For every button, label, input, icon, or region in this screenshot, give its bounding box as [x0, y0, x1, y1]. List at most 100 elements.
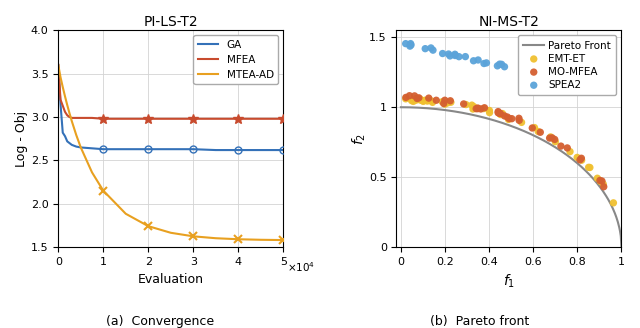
EMT-ET	[592, 175, 602, 181]
MO-MFEA	[495, 111, 505, 116]
SPEA2	[499, 64, 509, 69]
Title: PI-LS-T2: PI-LS-T2	[143, 15, 198, 29]
GA	[122, 147, 129, 151]
Y-axis label: Log - Obj: Log - Obj	[15, 111, 28, 167]
MTEA-AD	[167, 231, 175, 235]
GA	[63, 139, 71, 143]
Text: (b)  Pareto front: (b) Pareto front	[430, 315, 530, 328]
EMT-ET	[572, 155, 582, 160]
Text: (a)  Convergence: (a) Convergence	[106, 315, 214, 328]
MO-MFEA	[598, 184, 609, 189]
EMT-ET	[418, 99, 428, 104]
MFEA	[59, 104, 67, 108]
GA	[68, 143, 76, 147]
EMT-ET	[418, 98, 428, 104]
MFEA	[280, 117, 287, 121]
GA	[66, 141, 74, 145]
GA	[61, 134, 69, 138]
EMT-ET	[598, 181, 609, 187]
EMT-ET	[545, 134, 556, 139]
EMT-ET	[484, 110, 495, 115]
MFEA	[167, 117, 175, 121]
EMT-ET	[565, 149, 575, 154]
Line: Pareto Front: Pareto Front	[401, 107, 621, 247]
MO-MFEA	[493, 110, 503, 115]
GA	[167, 147, 175, 151]
MTEA-AD	[88, 171, 96, 174]
EMT-ET	[420, 98, 431, 103]
MFEA	[63, 113, 71, 117]
MFEA	[189, 117, 197, 121]
EMT-ET	[415, 96, 425, 102]
MO-MFEA	[473, 106, 483, 111]
MTEA-AD	[59, 85, 67, 89]
MTEA-AD	[57, 75, 65, 79]
EMT-ET	[415, 98, 426, 103]
MO-MFEA	[445, 98, 456, 103]
EMT-ET	[467, 103, 477, 108]
EMT-ET	[504, 117, 514, 122]
EMT-ET	[401, 96, 411, 101]
EMT-ET	[406, 98, 417, 103]
SPEA2	[406, 42, 416, 48]
MTEA-AD	[234, 237, 242, 241]
MO-MFEA	[550, 137, 560, 142]
GA	[57, 102, 65, 106]
MTEA-AD	[61, 94, 69, 98]
MO-MFEA	[495, 111, 506, 116]
MO-MFEA	[476, 106, 486, 112]
MTEA-AD	[99, 189, 107, 193]
SPEA2	[406, 41, 416, 46]
GA	[59, 131, 67, 135]
MTEA-AD	[72, 133, 80, 137]
SPEA2	[468, 58, 479, 63]
MO-MFEA	[458, 101, 468, 107]
GA	[99, 147, 107, 151]
GA	[257, 148, 264, 152]
MO-MFEA	[502, 114, 513, 120]
MFEA	[57, 98, 65, 102]
EMT-ET	[529, 125, 540, 130]
MO-MFEA	[545, 135, 555, 141]
Line: MFEA: MFEA	[58, 65, 284, 119]
MFEA	[68, 116, 76, 120]
GA	[54, 63, 62, 67]
MTEA-AD	[145, 224, 152, 228]
MO-MFEA	[424, 95, 434, 101]
EMT-ET	[428, 100, 438, 105]
MFEA	[212, 117, 220, 121]
SPEA2	[479, 61, 489, 66]
SPEA2	[420, 46, 430, 51]
MTEA-AD	[68, 119, 76, 123]
SPEA2	[444, 51, 454, 57]
EMT-ET	[468, 106, 478, 112]
GA	[189, 147, 197, 151]
MFEA	[99, 117, 107, 121]
MTEA-AD	[54, 63, 62, 67]
MTEA-AD	[77, 145, 84, 149]
MTEA-AD	[212, 236, 220, 240]
SPEA2	[450, 53, 460, 58]
GA	[234, 148, 242, 152]
SPEA2	[428, 48, 438, 53]
Title: NI-MS-T2: NI-MS-T2	[479, 15, 540, 29]
MTEA-AD	[280, 238, 287, 242]
Y-axis label: $f_2$: $f_2$	[350, 133, 368, 145]
MO-MFEA	[507, 116, 517, 121]
EMT-ET	[410, 96, 420, 101]
MTEA-AD	[189, 235, 197, 238]
MO-MFEA	[595, 178, 605, 183]
EMT-ET	[479, 106, 489, 111]
SPEA2	[450, 51, 460, 57]
MO-MFEA	[597, 178, 607, 184]
MFEA	[54, 63, 62, 67]
GA	[145, 147, 152, 151]
MO-MFEA	[473, 105, 483, 111]
EMT-ET	[577, 157, 587, 163]
EMT-ET	[408, 99, 419, 104]
MO-MFEA	[562, 145, 572, 151]
Line: GA: GA	[58, 65, 284, 150]
SPEA2	[438, 51, 448, 56]
MFEA	[145, 117, 152, 121]
MFEA	[72, 116, 80, 120]
